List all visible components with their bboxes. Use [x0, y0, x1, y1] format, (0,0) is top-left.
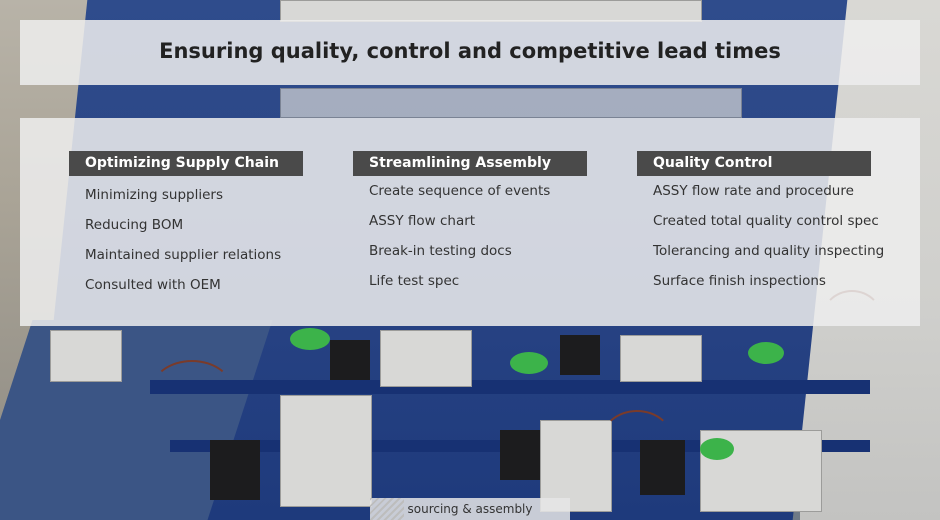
item-list: Create sequence of events ASSY flow char…: [353, 176, 587, 296]
metal-plate: [620, 335, 702, 382]
list-item: Consulted with OEM: [85, 277, 221, 293]
wire: [600, 410, 674, 474]
title-banner: Ensuring quality, control and competitiv…: [20, 20, 920, 85]
list-item: ASSY flow rate and procedure: [653, 183, 854, 199]
column-assembly: Streamlining Assembly Create sequence of…: [353, 151, 587, 296]
list-item: Reducing BOM: [85, 217, 184, 233]
servo-motor: [330, 340, 370, 380]
metal-plate: [280, 0, 702, 22]
metal-plate: [380, 330, 472, 387]
list-item: Life test spec: [369, 273, 460, 289]
column-heading: Optimizing Supply Chain: [69, 151, 303, 176]
section-tag-label: sourcing & assembly: [407, 502, 533, 516]
green-gear: [748, 342, 784, 364]
column-heading: Streamlining Assembly: [353, 151, 587, 176]
servo-motor: [560, 335, 600, 375]
list-item: Create sequence of events: [369, 183, 551, 199]
column-quality-control: Quality Control ASSY flow rate and proce…: [637, 151, 884, 296]
metal-plate: [280, 395, 372, 507]
column-heading: Quality Control: [637, 151, 871, 176]
list-item: Tolerancing and quality inspecting: [653, 243, 885, 259]
list-item: Created total quality control spec: [653, 213, 879, 229]
page-title: Ensuring quality, control and competitiv…: [159, 39, 781, 63]
list-item: Surface finish inspections: [653, 273, 826, 289]
wire: [150, 360, 234, 424]
hatch-pattern: [370, 498, 404, 520]
list-item: Maintained supplier relations: [85, 247, 282, 263]
tray-rail: [150, 380, 870, 394]
green-gear: [700, 438, 734, 460]
green-gear: [290, 328, 330, 350]
servo-motor: [210, 440, 260, 500]
green-gear: [510, 352, 548, 374]
servo-motor: [500, 430, 540, 480]
section-tag[interactable]: sourcing & assembly: [370, 498, 570, 520]
metal-plate: [280, 88, 742, 118]
list-item: Minimizing suppliers: [85, 187, 223, 203]
item-list: Minimizing suppliers Reducing BOM Mainta…: [69, 176, 303, 300]
column-supply-chain: Optimizing Supply Chain Minimizing suppl…: [69, 151, 303, 300]
list-item: ASSY flow chart: [369, 213, 476, 229]
item-list: ASSY flow rate and procedure Created tot…: [637, 176, 884, 296]
metal-plate: [50, 330, 122, 382]
list-item: Break-in testing docs: [369, 243, 512, 259]
content-panel: Optimizing Supply Chain Minimizing suppl…: [20, 118, 920, 326]
